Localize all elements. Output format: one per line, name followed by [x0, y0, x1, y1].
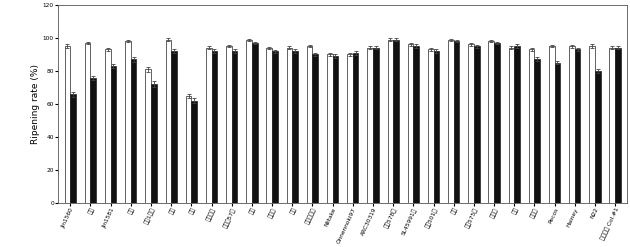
Bar: [312, 54, 318, 203]
Bar: [252, 43, 258, 203]
Bar: [333, 56, 338, 203]
Bar: [433, 51, 439, 203]
Bar: [307, 46, 312, 203]
Bar: [595, 71, 600, 203]
Bar: [131, 59, 137, 203]
Bar: [609, 48, 615, 203]
Bar: [226, 46, 232, 203]
Bar: [549, 46, 554, 203]
Bar: [91, 78, 96, 203]
Bar: [393, 40, 399, 203]
Bar: [529, 49, 534, 203]
Bar: [413, 46, 419, 203]
Bar: [111, 66, 117, 203]
Bar: [575, 49, 580, 203]
Bar: [71, 94, 76, 203]
Bar: [589, 46, 595, 203]
Bar: [266, 48, 272, 203]
Bar: [508, 48, 514, 203]
Bar: [387, 40, 393, 203]
Bar: [125, 41, 131, 203]
Bar: [468, 44, 474, 203]
Bar: [186, 96, 192, 203]
Bar: [206, 48, 212, 203]
Bar: [246, 40, 252, 203]
Bar: [454, 41, 459, 203]
Bar: [192, 101, 197, 203]
Bar: [146, 69, 151, 203]
Bar: [292, 51, 298, 203]
Bar: [353, 53, 358, 203]
Bar: [347, 54, 353, 203]
Bar: [171, 51, 177, 203]
Bar: [367, 48, 373, 203]
Bar: [474, 46, 479, 203]
Bar: [272, 51, 278, 203]
Bar: [212, 51, 217, 203]
Bar: [373, 48, 379, 203]
Bar: [151, 84, 157, 203]
Bar: [534, 59, 540, 203]
Bar: [615, 48, 621, 203]
Bar: [488, 41, 494, 203]
Bar: [448, 40, 454, 203]
Bar: [569, 46, 575, 203]
Bar: [494, 43, 500, 203]
Y-axis label: Ripening rate (%): Ripening rate (%): [31, 64, 40, 144]
Bar: [554, 63, 560, 203]
Bar: [408, 44, 413, 203]
Bar: [65, 46, 71, 203]
Bar: [327, 54, 333, 203]
Bar: [428, 49, 433, 203]
Bar: [166, 40, 171, 203]
Bar: [105, 49, 111, 203]
Bar: [232, 51, 238, 203]
Bar: [85, 43, 91, 203]
Bar: [514, 46, 520, 203]
Bar: [287, 48, 292, 203]
